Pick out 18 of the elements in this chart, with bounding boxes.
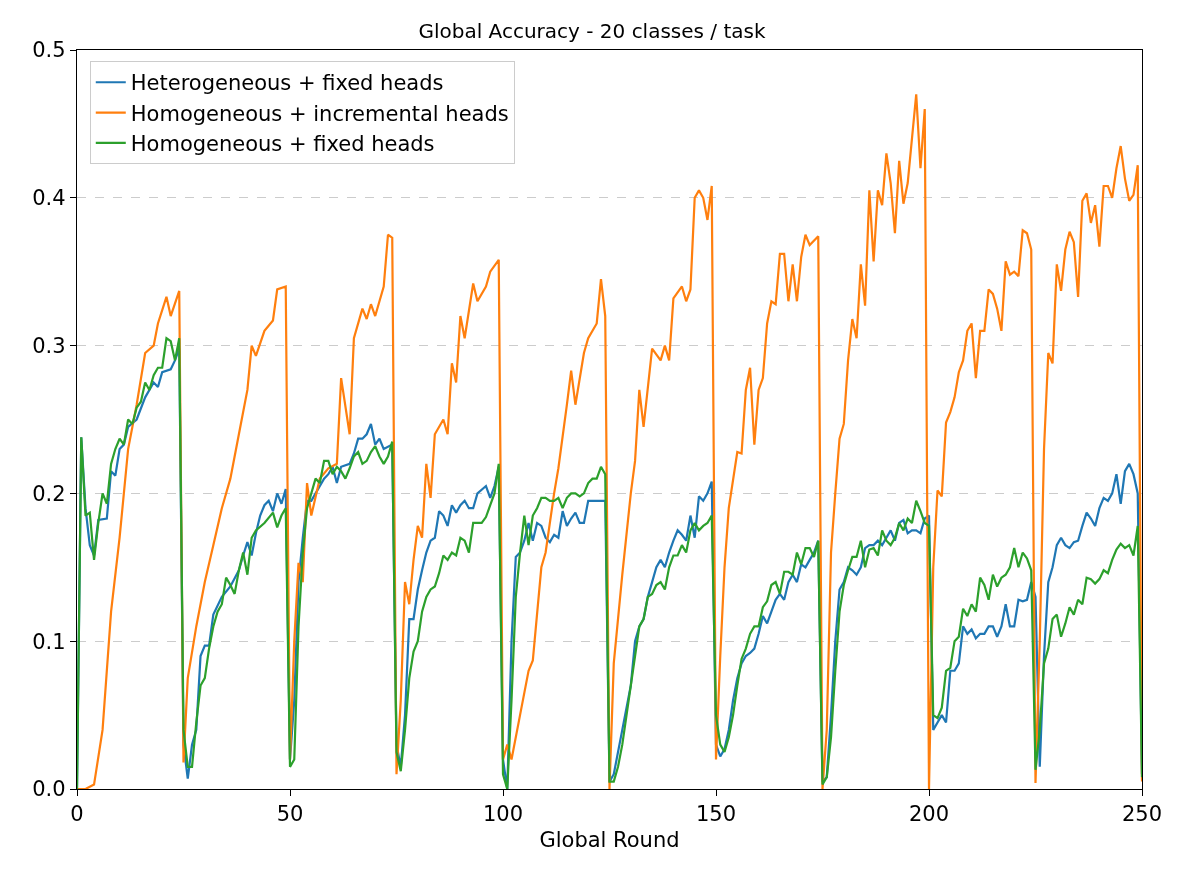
x-tick-label: 50 [276, 802, 304, 827]
y-tick-label: 0.3 [32, 333, 66, 358]
x-tick-label: 0 [70, 802, 84, 827]
y-tick-label: 0.0 [32, 777, 66, 802]
x-tick-label: 200 [908, 802, 950, 827]
legend-label: Homogeneous + incremental heads [130, 101, 509, 126]
x-tick-label: 250 [1121, 802, 1163, 827]
y-tick-label: 0.2 [32, 481, 66, 506]
x-axis-title: Global Round [539, 827, 680, 852]
line-series [77, 93, 1142, 789]
y-tick-label: 0.4 [32, 186, 66, 211]
legend-label: Heterogeneous + fixed heads [130, 71, 444, 96]
legend-label: Homogeneous + fixed heads [130, 132, 435, 157]
chart-title: Global Accuracy - 20 classes / task [418, 18, 766, 43]
x-tick-label: 150 [695, 802, 737, 827]
y-tick-label: 0.1 [32, 629, 66, 654]
y-tick-label: 0.5 [32, 38, 66, 63]
x-tick-label: 100 [482, 802, 524, 827]
